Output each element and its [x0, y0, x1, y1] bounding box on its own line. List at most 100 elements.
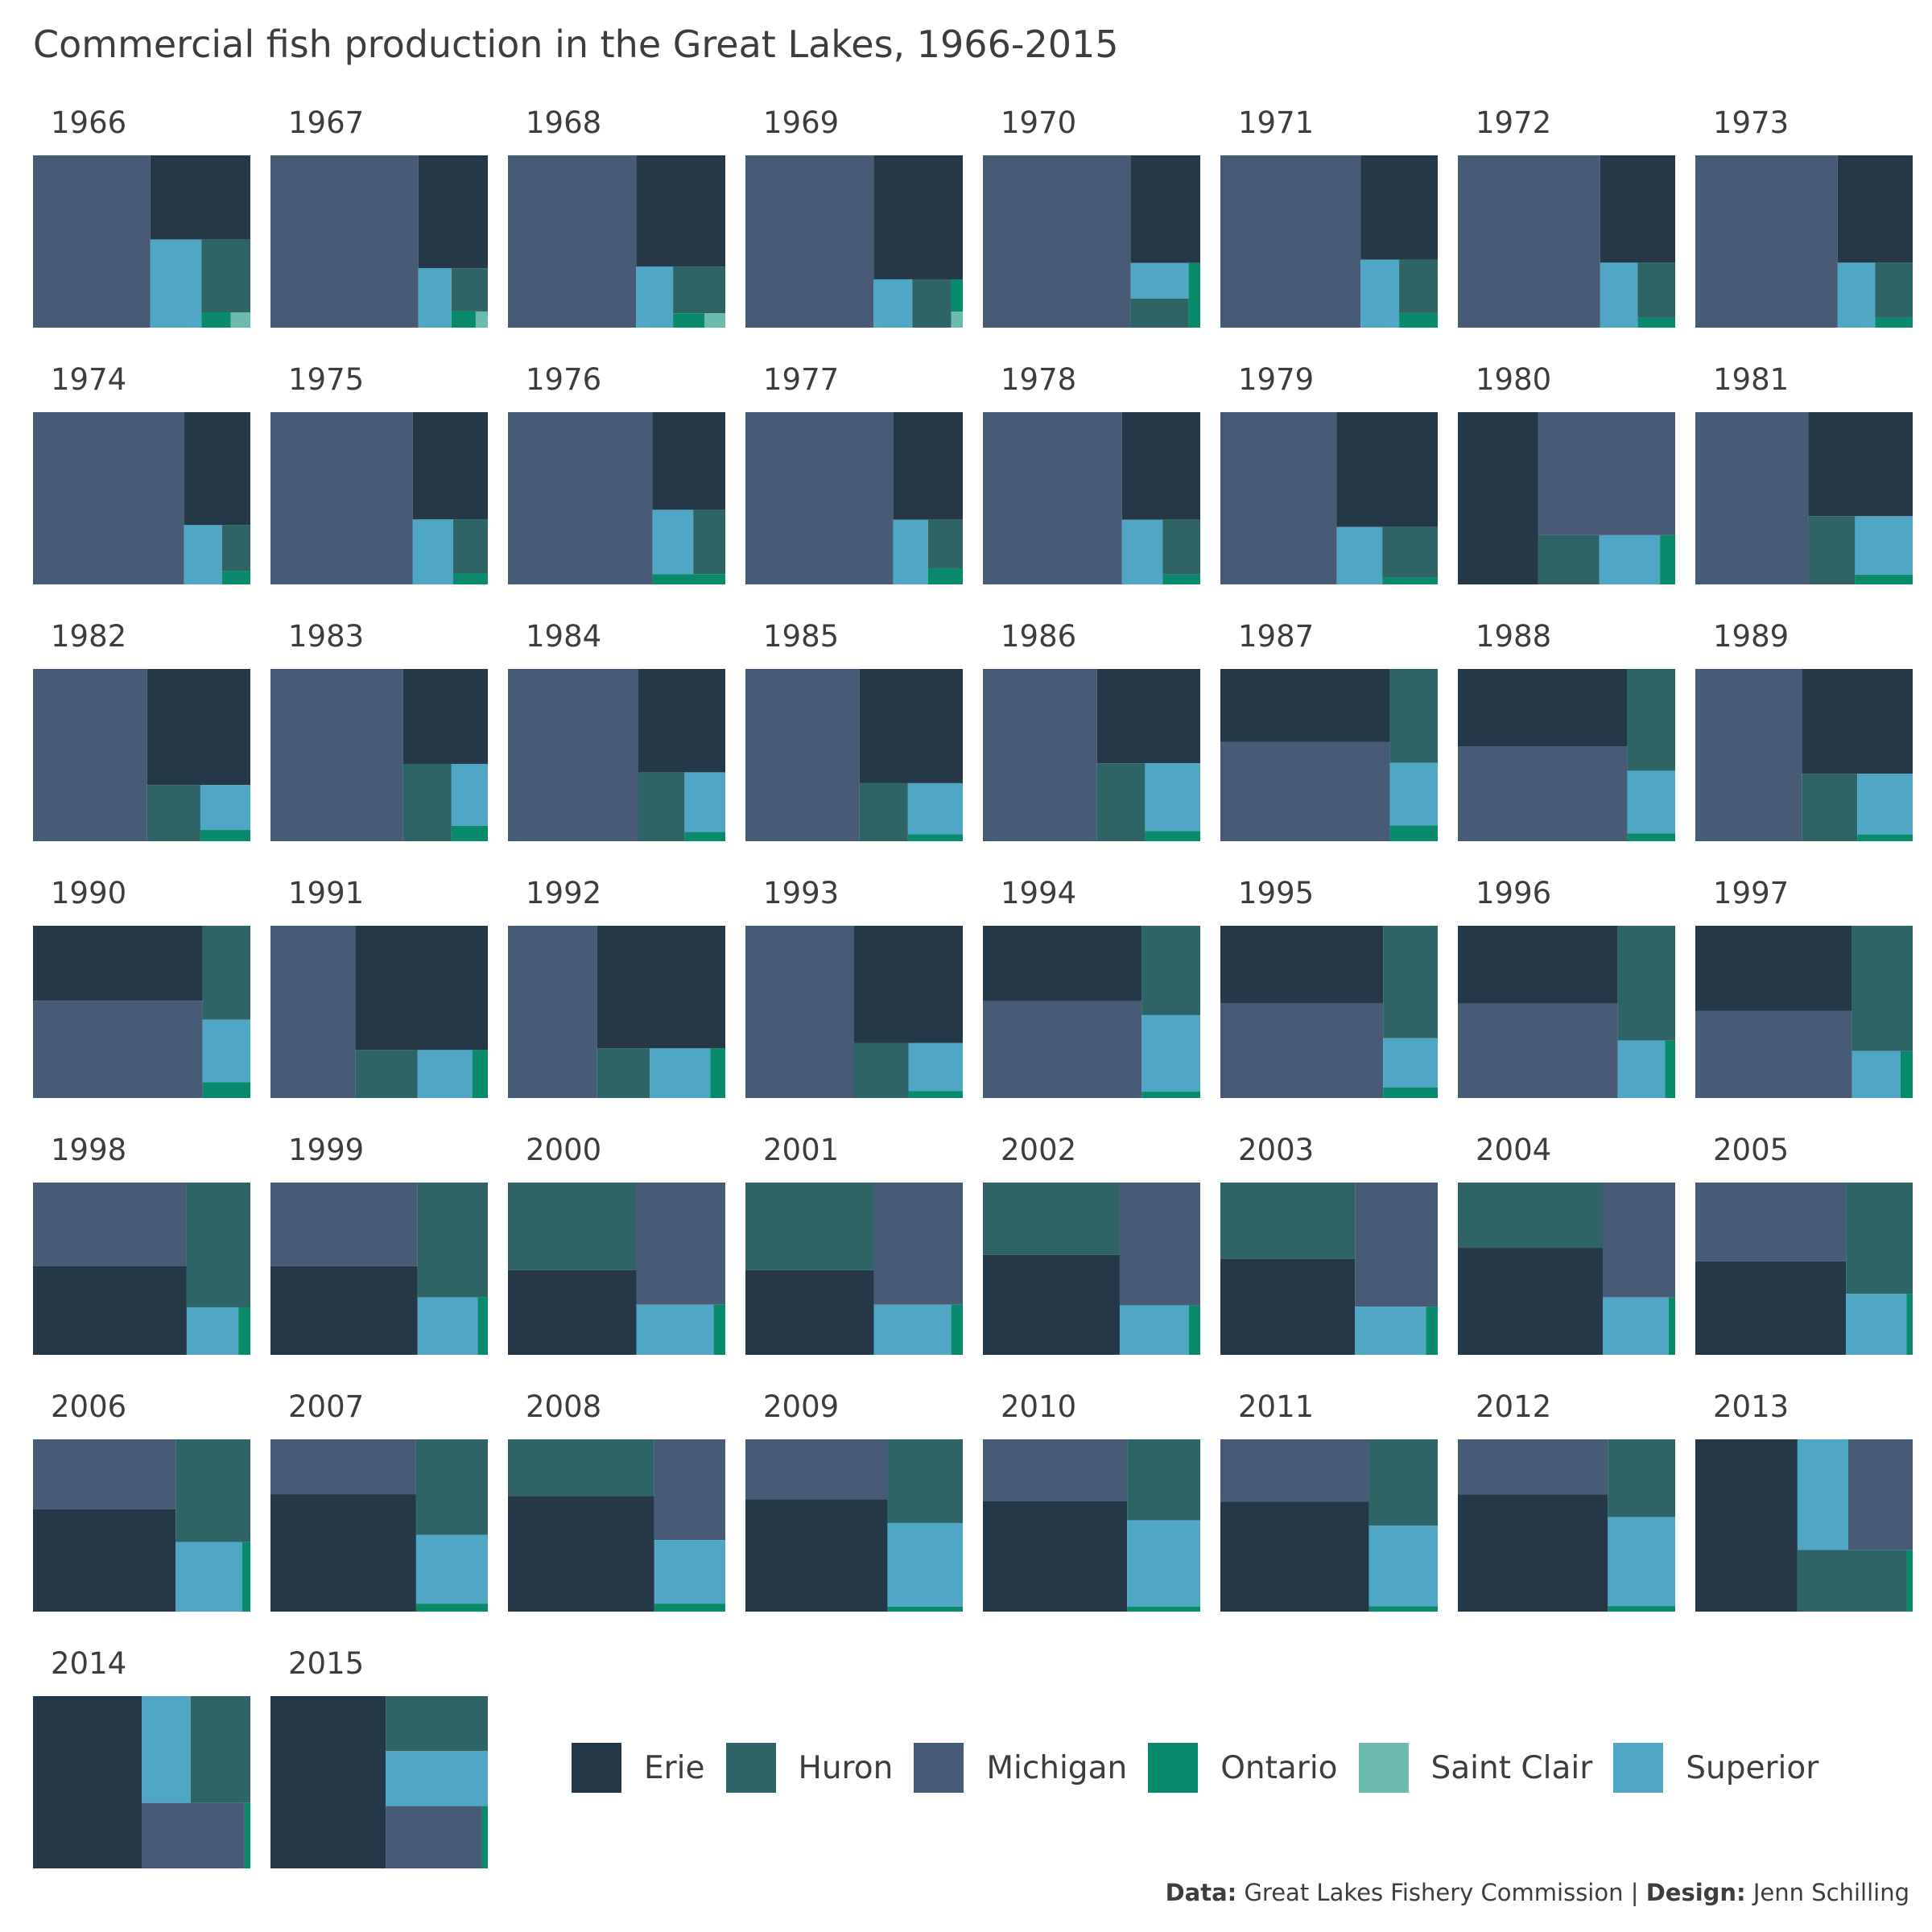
legend-swatch	[572, 1743, 621, 1793]
tile-erie	[1695, 926, 1852, 1011]
panel-year-label: 2004	[1476, 1133, 1552, 1167]
treemap-panel	[1458, 1183, 1675, 1355]
tile-superior	[1127, 1520, 1200, 1607]
tile-ontario	[673, 313, 705, 328]
tile-erie	[1837, 155, 1913, 263]
tile-huron	[508, 1439, 654, 1496]
tile-ontario	[1145, 831, 1200, 841]
tile-huron	[1852, 926, 1913, 1051]
tile-michigan	[1220, 1439, 1369, 1502]
tile-erie	[402, 669, 488, 764]
panel-year-label: 1992	[526, 876, 602, 910]
panel-year-label: 2013	[1713, 1389, 1790, 1424]
treemap-panel	[1695, 1183, 1913, 1355]
tile-huron	[175, 1439, 250, 1542]
tile-superior	[1837, 262, 1876, 328]
tile-michigan	[983, 155, 1131, 328]
panel-year-label: 1991	[288, 876, 365, 910]
legend-swatch	[1148, 1743, 1199, 1793]
tile-erie	[1360, 155, 1438, 260]
tile-superior	[650, 1048, 711, 1098]
panel-year-label: 2014	[51, 1646, 127, 1681]
tile-erie	[1458, 1248, 1603, 1355]
treemap-panel	[33, 1183, 250, 1355]
tile-superior	[200, 785, 250, 831]
tile-saint-clair	[951, 311, 963, 328]
treemap-panel	[508, 1183, 725, 1355]
panel-year-label: 1978	[1001, 362, 1077, 397]
treemap-panel	[1220, 1183, 1438, 1355]
treemap-panel	[508, 926, 725, 1098]
tile-erie	[652, 412, 725, 510]
tile-superior	[908, 1042, 963, 1092]
tile-erie	[983, 1254, 1120, 1355]
tile-saint-clair	[704, 313, 725, 328]
tile-michigan	[1695, 1183, 1847, 1261]
panel-year-label: 1972	[1476, 105, 1552, 140]
tile-ontario	[244, 1802, 250, 1868]
tile-huron	[417, 1183, 488, 1298]
treemap-panel	[1220, 155, 1438, 328]
tile-huron	[597, 1048, 650, 1098]
tile-michigan	[983, 1001, 1142, 1098]
treemap-panel	[1458, 155, 1675, 328]
tile-erie	[147, 669, 250, 786]
tile-michigan	[270, 1439, 416, 1495]
legend-item-saint-clair: Saint Clair	[1358, 1743, 1592, 1793]
tile-michigan	[1695, 1010, 1852, 1098]
tile-erie	[1096, 669, 1200, 764]
tile-superior	[142, 1696, 191, 1803]
panel-year-label: 1997	[1713, 876, 1790, 910]
panel-year-label: 1985	[763, 619, 840, 654]
legend-swatch	[1358, 1743, 1409, 1793]
tile-erie	[33, 1509, 176, 1612]
tile-michigan	[1695, 669, 1802, 841]
tile-superior	[1608, 1517, 1675, 1607]
tile-superior	[654, 1540, 725, 1604]
tile-erie	[854, 926, 963, 1043]
panel-year-label: 1996	[1476, 876, 1552, 910]
tile-michigan	[386, 1806, 482, 1868]
tile-michigan	[1458, 1439, 1608, 1495]
tile-ontario	[927, 568, 963, 584]
panel-year-label: 1982	[51, 619, 127, 654]
tile-superior	[184, 525, 222, 584]
tile-michigan	[1603, 1183, 1675, 1298]
tile-michigan	[508, 926, 597, 1098]
tile-superior	[186, 1307, 239, 1355]
treemap-panel	[983, 412, 1200, 584]
tile-ontario	[451, 311, 476, 328]
tile-ontario	[951, 279, 963, 312]
caption-data-label: Data:	[1165, 1879, 1237, 1906]
panel-year-label: 1973	[1713, 105, 1790, 140]
tile-ontario	[1382, 577, 1438, 584]
tile-superior	[636, 266, 674, 328]
caption-design-label: Design:	[1645, 1879, 1746, 1906]
legend-label: Huron	[798, 1749, 894, 1786]
tile-michigan	[1695, 155, 1838, 328]
tile-ontario	[1668, 1297, 1675, 1355]
panel-year-label: 1974	[51, 362, 127, 397]
panel-year-label: 2008	[526, 1389, 602, 1424]
tile-superior	[1797, 1439, 1849, 1550]
tile-huron	[1608, 1439, 1675, 1517]
tile-erie	[1220, 669, 1390, 742]
tile-huron	[1875, 262, 1913, 318]
panel-year-label: 2003	[1238, 1133, 1315, 1167]
tile-superior	[1383, 1038, 1438, 1088]
tile-ontario	[951, 1304, 963, 1355]
legend-item-superior: Superior	[1613, 1743, 1818, 1793]
tile-superior	[636, 1304, 714, 1355]
panel-year-label: 1983	[288, 619, 365, 654]
tile-superior	[1852, 1051, 1901, 1098]
tile-superior	[652, 510, 694, 575]
tile-huron	[1162, 519, 1200, 575]
tile-ontario	[1188, 262, 1200, 328]
treemap-panel	[508, 412, 725, 584]
tile-erie	[1695, 1261, 1847, 1355]
panel-year-label: 1979	[1238, 362, 1315, 397]
tile-erie	[638, 669, 725, 773]
treemap-panel	[33, 669, 250, 841]
tile-ontario	[481, 1806, 488, 1868]
tile-ontario	[1127, 1606, 1200, 1612]
